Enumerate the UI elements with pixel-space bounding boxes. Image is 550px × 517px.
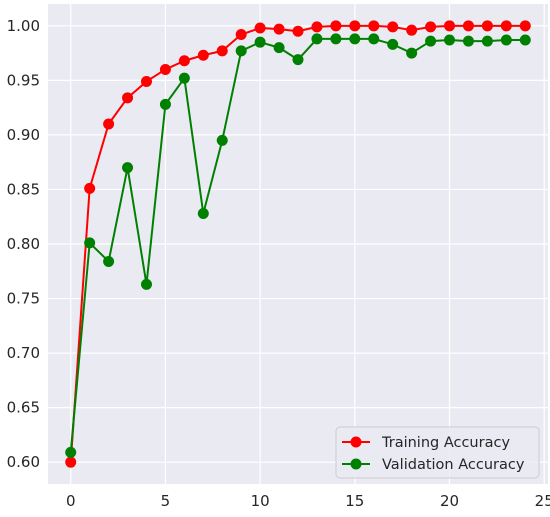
series-layer [65, 20, 531, 468]
data-point-validation-accuracy [519, 34, 531, 46]
data-point-validation-accuracy [273, 42, 285, 54]
data-point-training-accuracy [387, 21, 399, 33]
data-point-validation-accuracy [140, 278, 152, 290]
data-point-training-accuracy [254, 22, 266, 34]
data-point-training-accuracy [140, 75, 152, 87]
data-point-training-accuracy [65, 456, 77, 468]
data-point-validation-accuracy [311, 33, 323, 45]
y-tick-label: 1.00 [7, 17, 40, 35]
data-point-training-accuracy [425, 21, 437, 33]
y-tick-label: 0.60 [7, 453, 40, 471]
data-point-validation-accuracy [216, 134, 228, 146]
data-point-validation-accuracy [500, 34, 512, 46]
x-tick-label: 20 [440, 492, 459, 510]
data-point-validation-accuracy [197, 207, 209, 219]
data-point-validation-accuracy [406, 47, 418, 59]
x-tick-label: 25 [535, 492, 550, 510]
data-point-training-accuracy [197, 49, 209, 61]
data-point-training-accuracy [84, 182, 96, 194]
y-tick-label: 0.85 [7, 180, 40, 198]
data-point-validation-accuracy [425, 35, 437, 47]
data-point-validation-accuracy [84, 237, 96, 249]
x-tick-label: 15 [345, 492, 364, 510]
data-point-training-accuracy [311, 21, 323, 33]
data-point-validation-accuracy [292, 54, 304, 66]
legend-marker-training [350, 436, 362, 448]
y-tick-label: 0.90 [7, 126, 40, 144]
data-point-training-accuracy [330, 20, 342, 32]
data-point-validation-accuracy [444, 34, 456, 46]
data-point-training-accuracy [235, 29, 247, 41]
data-point-training-accuracy [349, 20, 361, 32]
data-point-validation-accuracy [368, 33, 380, 45]
x-tick-label: 5 [161, 492, 171, 510]
data-point-training-accuracy [273, 23, 285, 35]
legend: Training Accuracy Validation Accuracy [335, 426, 540, 479]
data-point-validation-accuracy [159, 98, 171, 110]
data-point-training-accuracy [159, 63, 171, 75]
data-point-validation-accuracy [349, 33, 361, 45]
data-point-training-accuracy [481, 20, 493, 32]
data-point-validation-accuracy [235, 45, 247, 57]
data-point-training-accuracy [178, 55, 190, 67]
data-point-validation-accuracy [178, 72, 190, 84]
legend-box [335, 426, 540, 479]
y-tick-label: 0.95 [7, 71, 40, 89]
x-tick-label: 10 [251, 492, 270, 510]
data-point-training-accuracy [500, 20, 512, 32]
data-point-validation-accuracy [330, 33, 342, 45]
legend-marker-validation [350, 458, 362, 470]
data-point-training-accuracy [122, 92, 134, 104]
data-point-training-accuracy [462, 20, 474, 32]
y-tick-label: 0.75 [7, 290, 40, 308]
axis-labels: 0 5 10 15 20 25 0.60 0.65 0.70 0.75 0.80 0.85 0.90 0.… [7, 17, 550, 510]
x-tick-label: 0 [66, 492, 76, 510]
data-point-training-accuracy [519, 20, 531, 32]
data-point-training-accuracy [444, 20, 456, 32]
y-tick-label: 0.70 [7, 344, 40, 362]
data-point-validation-accuracy [481, 35, 493, 47]
data-point-training-accuracy [368, 20, 380, 32]
y-tick-label: 0.80 [7, 235, 40, 253]
data-point-training-accuracy [406, 24, 418, 36]
data-point-validation-accuracy [462, 35, 474, 47]
data-point-validation-accuracy [103, 255, 115, 267]
data-point-training-accuracy [292, 25, 304, 37]
data-point-training-accuracy [103, 118, 115, 130]
data-point-validation-accuracy [122, 162, 134, 174]
legend-label-validation: Validation Accuracy [382, 457, 525, 473]
data-point-validation-accuracy [387, 38, 399, 50]
legend-label-training: Training Accuracy [381, 435, 510, 451]
data-point-validation-accuracy [254, 36, 266, 48]
y-tick-label: 0.65 [7, 399, 40, 417]
data-point-training-accuracy [216, 45, 228, 57]
data-point-validation-accuracy [65, 446, 77, 458]
